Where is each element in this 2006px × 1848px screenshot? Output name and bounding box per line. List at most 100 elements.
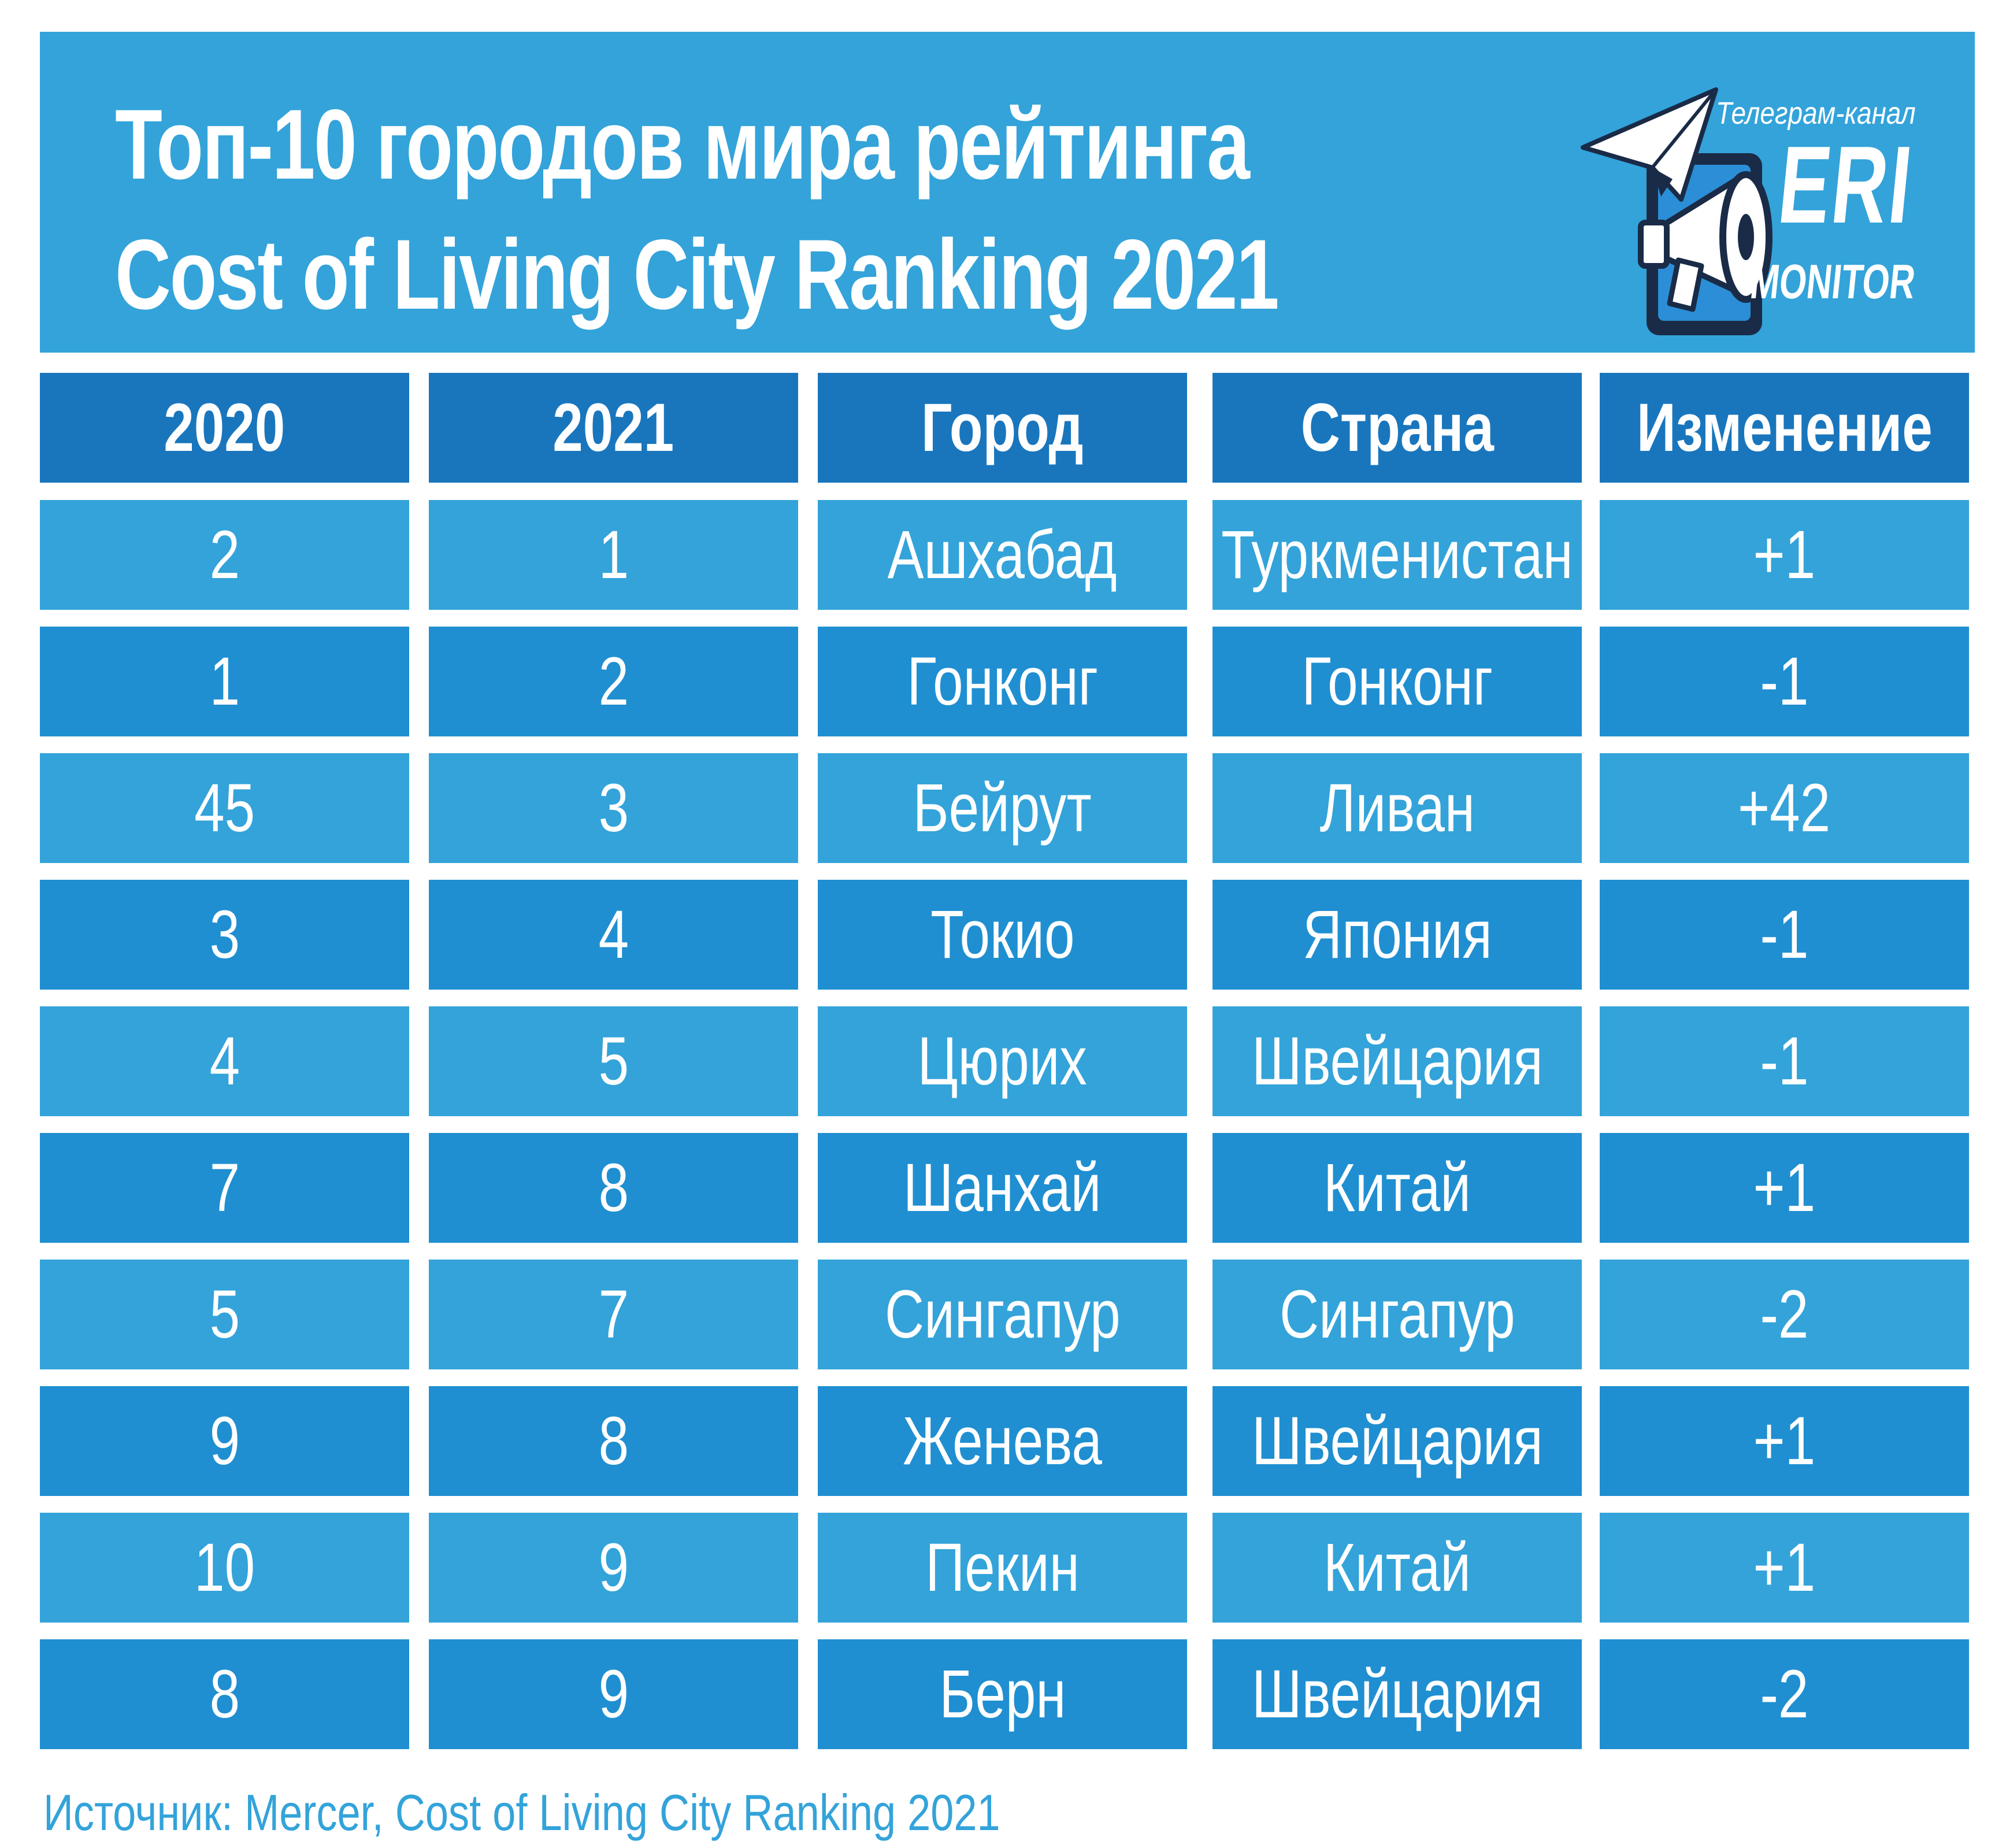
table-cell-text: Гонконг [1302, 643, 1493, 720]
table-cell: 5 [429, 1006, 798, 1116]
title-banner: Топ-10 городов мира рейтинга Cost of Liv… [40, 32, 1975, 353]
table-cell-text: 5 [209, 1276, 240, 1353]
table-cell: Цюрих [818, 1006, 1187, 1116]
table-cell-text: 9 [209, 1403, 240, 1479]
column-header-text: 2020 [164, 390, 285, 466]
table-cell-text: 9 [598, 1656, 629, 1732]
table-cell-text: Туркменистан [1221, 517, 1573, 593]
table-cell-text: -1 [1760, 643, 1809, 720]
table-cell: +1 [1600, 1513, 1969, 1623]
column-header: Город [818, 373, 1187, 483]
table-cell-text: -1 [1760, 897, 1809, 973]
table-cell: -1 [1600, 880, 1969, 990]
table-cell-text: +1 [1753, 1529, 1816, 1606]
table-cell: 10 [40, 1513, 409, 1623]
table-cell-text: Швейцария [1251, 1656, 1543, 1732]
table-cell: Гонконг [1213, 627, 1582, 736]
table-cell: 3 [429, 753, 798, 863]
table-cell: Китай [1213, 1513, 1582, 1623]
table-cell: Сингапур [1213, 1260, 1582, 1369]
table-cell-text: 45 [194, 770, 255, 846]
table-cell: Швейцария [1213, 1006, 1582, 1116]
column-header: 2020 [40, 373, 409, 483]
table-cell: Токио [818, 880, 1187, 990]
table-cell: Ашхабад [818, 500, 1187, 610]
column-header-text: Изменение [1636, 390, 1933, 466]
table-cell-text: 8 [598, 1403, 629, 1479]
table-cell: 9 [429, 1513, 798, 1623]
table-cell: 4 [40, 1006, 409, 1116]
column-header: Изменение [1600, 373, 1969, 483]
table-cell-text: -2 [1760, 1276, 1809, 1353]
table-cell-text: 8 [209, 1656, 240, 1732]
logo-subname: MONITOR [1748, 254, 1918, 309]
table-cell: 5 [40, 1260, 409, 1369]
table-cell: 2 [429, 627, 798, 736]
column-header: 2021 [429, 373, 798, 483]
table-cell-text: Швейцария [1251, 1023, 1543, 1099]
table-cell-text: 8 [598, 1150, 629, 1226]
column-header-text: Страна [1300, 390, 1494, 466]
table-cell-text: Сингапур [1279, 1276, 1515, 1353]
table-cell: +1 [1600, 500, 1969, 610]
table-cell-text: -2 [1760, 1656, 1809, 1732]
table-cell-text: 1 [209, 643, 240, 720]
table-cell-text: 2 [209, 517, 240, 593]
table-cell-text: Токио [930, 897, 1075, 973]
table-cell-text: +1 [1753, 517, 1816, 593]
table-cell-text: +1 [1753, 1150, 1816, 1226]
table-cell: -2 [1600, 1260, 1969, 1369]
table-cell-text: Бейрут [913, 770, 1092, 846]
table-cell: 7 [40, 1133, 409, 1243]
table-cell-text: 5 [598, 1023, 629, 1099]
page-title-line-2: Cost of Living City Ranking 2021 [115, 219, 1280, 330]
table-cell: Бейрут [818, 753, 1187, 863]
table-cell-text: 7 [209, 1150, 240, 1226]
table-cell-text: Сингапур [884, 1276, 1121, 1353]
table-cell-text: 3 [598, 770, 629, 846]
table-cell: 8 [429, 1386, 798, 1496]
table-cell-text: 2 [598, 643, 629, 720]
logo-caption: Телеграм-канал [1716, 96, 1916, 131]
table-cell: Женева [818, 1386, 1187, 1496]
table-cell: Швейцария [1213, 1639, 1582, 1749]
page-title-line-1: Топ-10 городов мира рейтинга [115, 89, 1250, 200]
table-cell-text: 7 [598, 1276, 629, 1353]
column-header-text: Город [921, 390, 1084, 466]
table-cell-text: Япония [1302, 897, 1492, 973]
table-cell-text: 9 [598, 1529, 629, 1606]
table-cell: Сингапур [818, 1260, 1187, 1369]
table-cell: Ливан [1213, 753, 1582, 863]
table-cell-text: Китай [1323, 1529, 1471, 1606]
table-cell: -1 [1600, 1006, 1969, 1116]
table-cell: 4 [429, 880, 798, 990]
table-cell: Туркменистан [1213, 500, 1582, 610]
table-cell-text: 1 [598, 517, 629, 593]
table-cell-text: Ливан [1319, 770, 1475, 846]
table-cell: Китай [1213, 1133, 1582, 1243]
table-cell-text: -1 [1760, 1023, 1809, 1099]
table-cell: 1 [40, 627, 409, 736]
table-cell-text: Швейцария [1251, 1403, 1543, 1479]
table-cell: -1 [1600, 627, 1969, 736]
table-cell-text: +42 [1738, 770, 1831, 846]
table-cell: 1 [429, 500, 798, 610]
table-cell: Шанхай [818, 1133, 1187, 1243]
table-cell: Швейцария [1213, 1386, 1582, 1496]
table-cell: Гонконг [818, 627, 1187, 736]
table-cell-text: Китай [1323, 1150, 1471, 1226]
table-cell-text: +1 [1753, 1403, 1816, 1479]
table-cell: Пекин [818, 1513, 1187, 1623]
table-cell-text: 10 [194, 1529, 255, 1606]
table-cell: 8 [429, 1133, 798, 1243]
table-cell-text: 3 [209, 897, 240, 973]
table-cell: 9 [40, 1386, 409, 1496]
table-cell-text: Гонконг [907, 643, 1098, 720]
table-cell: 8 [40, 1639, 409, 1749]
table-cell-text: Цюрих [917, 1023, 1088, 1099]
table-cell-text: Пекин [925, 1529, 1080, 1606]
table-cell: Япония [1213, 880, 1582, 990]
table-cell: +42 [1600, 753, 1969, 863]
table-cell: +1 [1600, 1386, 1969, 1496]
table-cell: Берн [818, 1639, 1187, 1749]
